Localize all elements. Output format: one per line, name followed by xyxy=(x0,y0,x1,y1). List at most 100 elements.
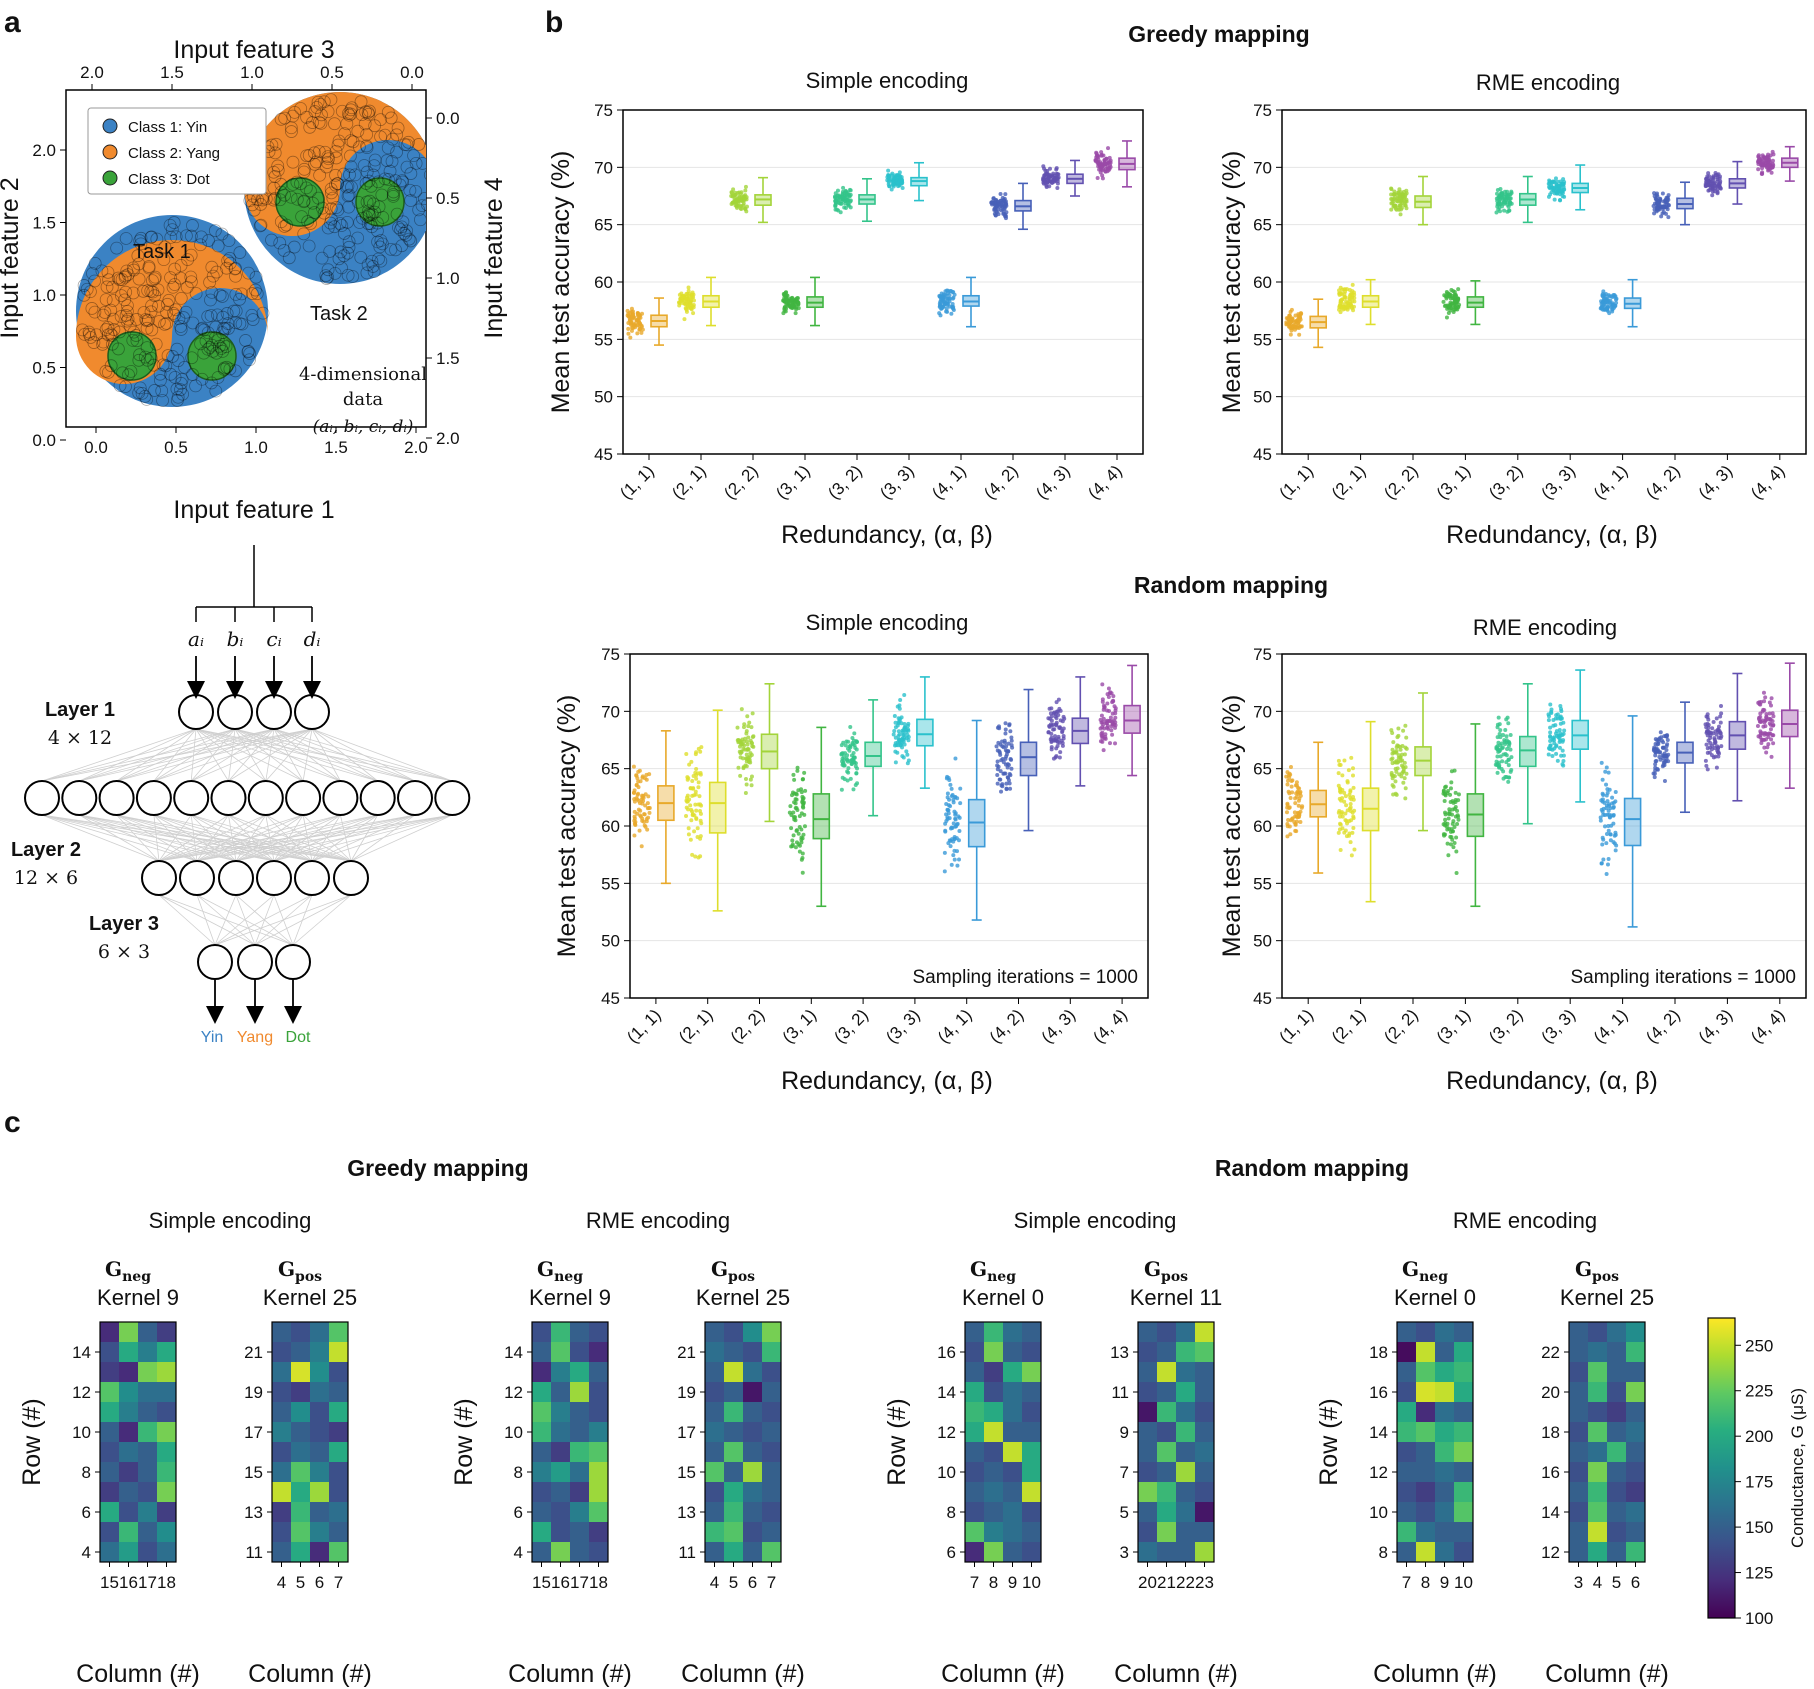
scatter-point xyxy=(216,310,230,324)
y-tick-label: 50 xyxy=(594,388,613,407)
data-point xyxy=(854,771,859,776)
data-point xyxy=(1560,194,1565,199)
scatter-point xyxy=(416,157,426,170)
heatmap-cell xyxy=(1416,1362,1435,1382)
x-tick-label: (3, 1) xyxy=(772,461,813,502)
scatter-point xyxy=(363,208,376,222)
data-point xyxy=(1113,720,1118,725)
scatter-point xyxy=(85,302,99,315)
scatter-point xyxy=(365,207,379,221)
data-point xyxy=(1054,700,1059,705)
scatter-point xyxy=(304,217,317,230)
data-point xyxy=(1288,795,1293,800)
scatter-point xyxy=(331,177,344,191)
col-tick-label: 18 xyxy=(157,1573,176,1592)
scatter-point xyxy=(342,235,356,249)
data-point xyxy=(1049,706,1054,711)
scatter-point xyxy=(321,263,335,277)
heatmap-cell xyxy=(291,1502,310,1522)
heatmap-cell xyxy=(138,1542,157,1562)
neuron-layer2 xyxy=(333,860,369,896)
scatter-point xyxy=(210,346,223,360)
data-point xyxy=(1052,727,1057,732)
data-point xyxy=(1441,299,1446,304)
scatter-point xyxy=(133,381,147,395)
scatter-point xyxy=(78,327,91,341)
data-point xyxy=(1547,184,1552,189)
scatter-point xyxy=(326,191,340,205)
data-point xyxy=(645,801,650,806)
data-point xyxy=(997,724,1002,729)
heatmap-cell xyxy=(1454,1502,1473,1522)
data-point xyxy=(994,744,999,749)
heatmap-cell xyxy=(724,1502,743,1522)
data-point xyxy=(1658,196,1663,201)
data-point xyxy=(1547,181,1552,186)
scatter-point xyxy=(363,104,376,118)
data-point xyxy=(1446,291,1451,296)
heatmap-cell xyxy=(532,1462,551,1482)
x-tick-label: (3, 3) xyxy=(1538,1005,1579,1046)
data-point xyxy=(1108,715,1113,720)
data-point xyxy=(1561,753,1566,758)
scatter-point xyxy=(134,237,148,251)
scatter-point xyxy=(371,175,385,189)
data-point xyxy=(1558,198,1563,203)
data-point xyxy=(643,824,648,829)
heatmap-cell xyxy=(724,1322,743,1342)
data-point xyxy=(1055,176,1060,181)
row-tick-label: 18 xyxy=(1369,1343,1388,1362)
data-point xyxy=(1342,830,1347,835)
data-point xyxy=(1769,754,1774,759)
col-tick-label: 15 xyxy=(100,1573,119,1592)
heatmap-cell xyxy=(984,1342,1003,1362)
row-tick-label: 18 xyxy=(1541,1423,1560,1442)
data-point xyxy=(1058,718,1063,723)
scatter-point xyxy=(201,310,215,323)
scatter-point xyxy=(398,138,412,152)
neuron-layer1 xyxy=(210,780,247,816)
scatter-point xyxy=(144,284,158,298)
data-point xyxy=(743,207,748,212)
heatmap-cell xyxy=(100,1442,119,1462)
data-point xyxy=(996,764,1001,769)
scatter-point xyxy=(355,108,369,122)
scatter-point xyxy=(278,219,291,233)
network-edge xyxy=(158,814,229,862)
data-point xyxy=(733,198,738,203)
scatter-point xyxy=(147,358,161,372)
data-point xyxy=(1401,766,1406,771)
input-a-label: aᵢ xyxy=(188,627,204,651)
data-point xyxy=(894,176,899,181)
heatmap-cell xyxy=(329,1382,348,1402)
data-point xyxy=(1298,820,1303,825)
data-point xyxy=(736,738,741,743)
scatter-point xyxy=(322,152,335,166)
heatmap-cell xyxy=(984,1402,1003,1422)
data-point xyxy=(746,755,751,760)
scatter-point xyxy=(148,270,162,284)
scatter-point xyxy=(365,220,379,234)
data-point xyxy=(1456,792,1461,797)
data-point xyxy=(1503,727,1508,732)
scatter-point xyxy=(101,265,115,279)
data-point xyxy=(1704,742,1709,747)
heatmap-cell xyxy=(984,1542,1003,1562)
left-axis-label: Input feature 2 xyxy=(0,177,24,338)
heatmap-cell xyxy=(272,1522,291,1542)
data-point xyxy=(1401,780,1406,785)
data-point xyxy=(1294,791,1299,796)
heatmap-cell xyxy=(724,1362,743,1382)
data-point xyxy=(1452,293,1457,298)
data-point xyxy=(1442,293,1447,298)
data-point xyxy=(1451,819,1456,824)
neuron-layer1 xyxy=(173,780,210,816)
scatter-point xyxy=(315,251,329,265)
heatmap-cell xyxy=(1195,1502,1214,1522)
data-point xyxy=(1006,741,1011,746)
scatter-point xyxy=(358,117,372,131)
scatter-point xyxy=(371,216,384,230)
heatmap-cell xyxy=(1022,1382,1041,1402)
data-point xyxy=(1005,765,1010,770)
